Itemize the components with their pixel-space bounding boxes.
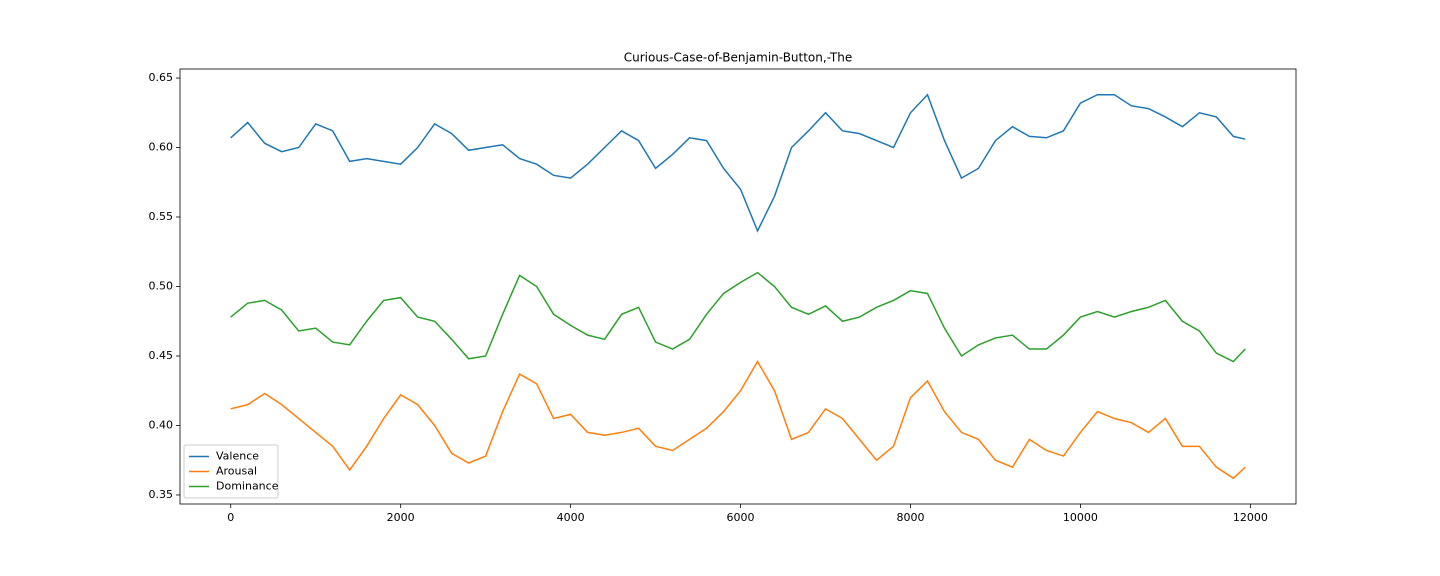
x-tick-label: 10000 bbox=[1063, 511, 1098, 524]
x-tick-label: 8000 bbox=[896, 511, 924, 524]
y-tick-label: 0.65 bbox=[149, 71, 174, 84]
series-line bbox=[230, 360, 1246, 480]
legend-box bbox=[183, 444, 279, 499]
legend-label: Arousal bbox=[216, 465, 257, 478]
y-tick-label: 0.35 bbox=[149, 488, 174, 501]
y-tick-label: 0.40 bbox=[149, 418, 174, 431]
y-tick-label: 0.55 bbox=[149, 210, 174, 223]
legend: Valence Arousal Dominance bbox=[183, 444, 279, 499]
x-tick-label: 12000 bbox=[1233, 511, 1268, 524]
series-line bbox=[230, 271, 1246, 363]
x-tick-label: 4000 bbox=[557, 511, 585, 524]
y-tick-label: 0.50 bbox=[149, 280, 174, 293]
y-tick-label: 0.60 bbox=[149, 141, 174, 154]
legend-label: Dominance bbox=[216, 480, 279, 493]
x-tick-label: 0 bbox=[227, 511, 234, 524]
series-line bbox=[230, 93, 1246, 233]
y-tick-label: 0.45 bbox=[149, 349, 174, 362]
chart-title: Curious-Case-of-Benjamin-Button,-The bbox=[624, 51, 853, 65]
x-tick-label: 6000 bbox=[727, 511, 755, 524]
plot-frame bbox=[179, 68, 1297, 505]
x-tick-label: 2000 bbox=[387, 511, 415, 524]
legend-label: Valence bbox=[216, 450, 259, 463]
